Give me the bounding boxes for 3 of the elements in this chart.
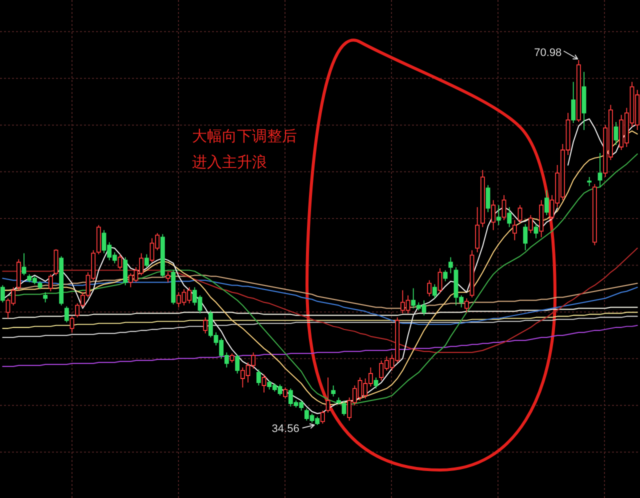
annotation: 70.98 [534, 47, 562, 59]
annotation: 大幅向下调整后进入主升浪 [192, 128, 297, 171]
annotation: 34.56 [272, 423, 300, 435]
